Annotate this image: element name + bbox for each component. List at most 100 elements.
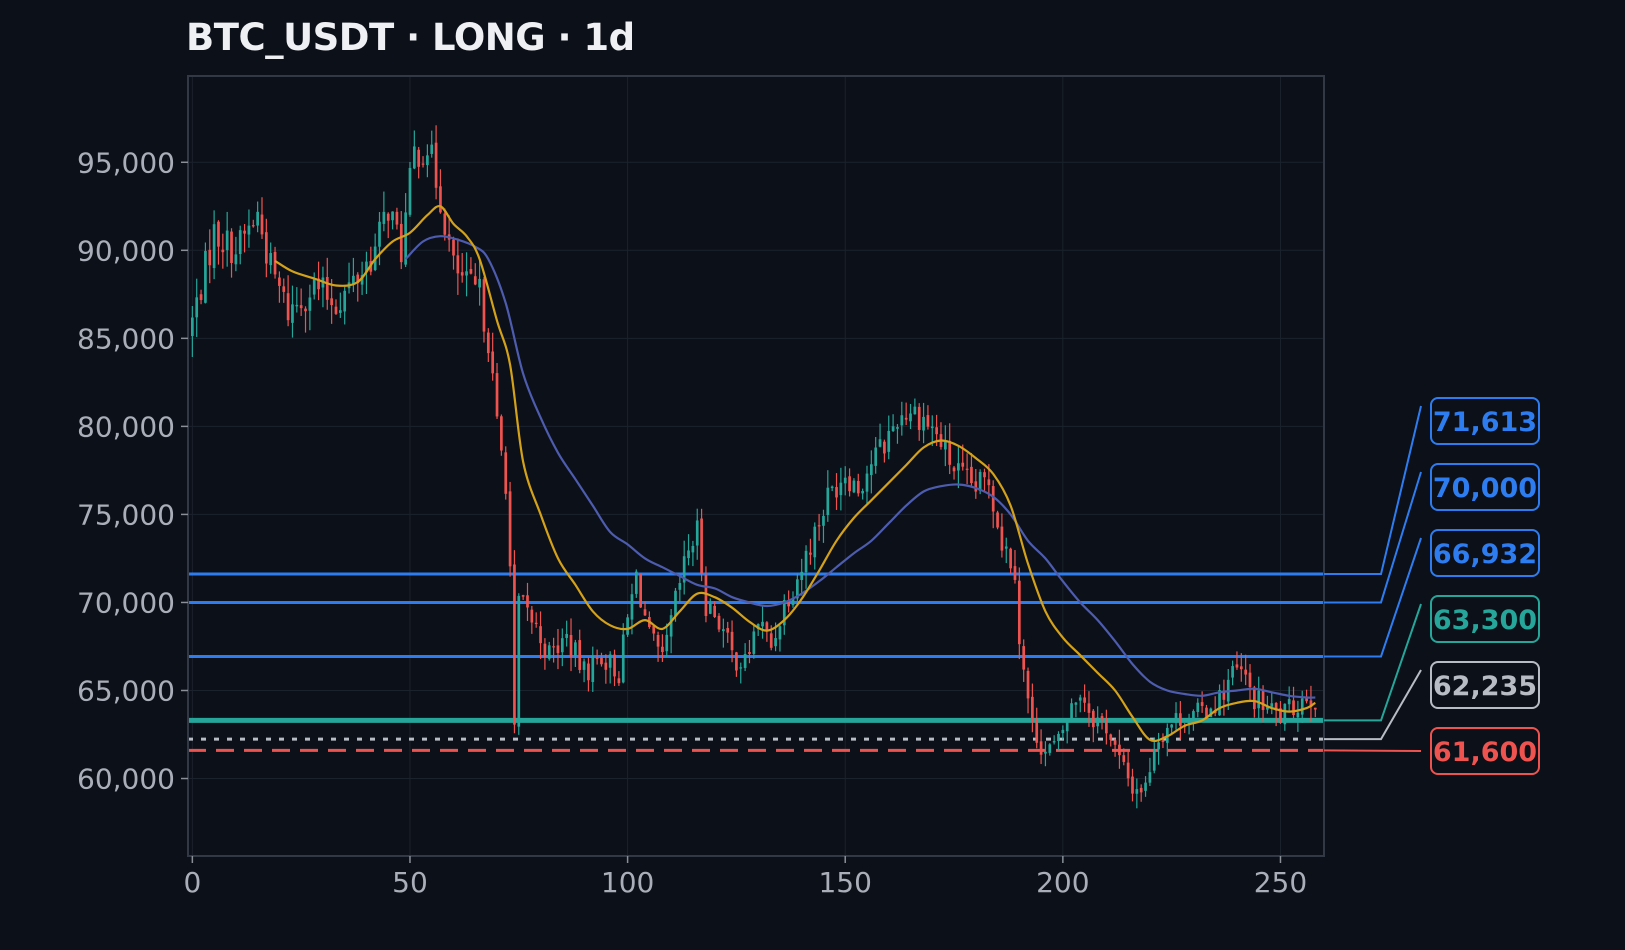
candle xyxy=(234,236,238,272)
candle xyxy=(552,637,555,663)
candle-body xyxy=(1148,772,1152,783)
candle xyxy=(251,219,255,228)
candle xyxy=(1257,676,1261,719)
candle xyxy=(974,468,978,499)
candle xyxy=(983,468,986,493)
candle xyxy=(434,125,438,200)
candle-body xyxy=(617,678,621,684)
candle-body xyxy=(1026,670,1030,699)
candle xyxy=(1004,537,1008,564)
candle-body xyxy=(748,652,751,655)
candle-body xyxy=(591,656,595,683)
candle-body xyxy=(996,512,999,528)
candle xyxy=(1070,698,1073,721)
candle xyxy=(347,262,351,294)
candle xyxy=(1039,729,1043,765)
candle xyxy=(295,287,299,313)
candle xyxy=(1044,741,1047,767)
candle xyxy=(804,545,808,589)
candle-body xyxy=(295,304,299,307)
candle xyxy=(382,191,386,232)
candle xyxy=(900,401,904,436)
candle xyxy=(883,439,886,463)
candle-body xyxy=(234,254,238,265)
candle-body xyxy=(1052,741,1056,743)
candle xyxy=(1035,707,1039,749)
candle xyxy=(521,594,525,600)
candle xyxy=(1074,701,1078,718)
candle-body xyxy=(286,293,290,321)
candle xyxy=(534,612,538,628)
candle-body xyxy=(917,406,921,430)
candle-body xyxy=(1118,744,1121,756)
plot-frame xyxy=(187,75,1325,857)
candle xyxy=(282,278,286,303)
candle-body xyxy=(1187,720,1191,726)
candle xyxy=(1052,735,1056,745)
level-connector xyxy=(1324,669,1422,741)
candle xyxy=(1065,718,1069,744)
candle-body xyxy=(439,186,442,213)
candle-body xyxy=(430,144,434,154)
candle xyxy=(212,210,216,280)
candle-body xyxy=(426,155,429,166)
candle-body xyxy=(1083,697,1086,703)
candle-body xyxy=(513,564,516,725)
candle xyxy=(1057,731,1060,751)
candle-body xyxy=(1139,787,1143,793)
candle-body xyxy=(1152,749,1156,771)
candle-body xyxy=(643,609,647,616)
candle-body xyxy=(900,415,904,426)
candle xyxy=(560,628,564,667)
candle-body xyxy=(495,373,499,417)
candle xyxy=(473,263,477,286)
candle-body xyxy=(1039,741,1043,755)
candle-body xyxy=(652,625,656,634)
level-connector xyxy=(1324,471,1422,604)
candle-body xyxy=(434,142,438,188)
candle xyxy=(917,403,921,441)
level-labels: 71,613 70,000 66,932 63,300 62,235 61,600 xyxy=(1323,397,1540,775)
candle xyxy=(1296,700,1300,732)
candle xyxy=(922,402,925,444)
candle-body xyxy=(869,464,873,475)
level-label-box xyxy=(1430,661,1540,709)
candle xyxy=(669,609,673,654)
candle xyxy=(1174,702,1178,730)
candle xyxy=(278,271,281,303)
candle-body xyxy=(726,628,730,633)
candle-body xyxy=(835,487,838,498)
candle xyxy=(338,292,342,318)
candle-body xyxy=(1292,700,1295,716)
candle xyxy=(652,625,656,641)
candle xyxy=(996,510,999,530)
candle-body xyxy=(778,626,782,640)
candle-body xyxy=(1109,734,1113,740)
candle xyxy=(304,306,307,333)
candle-body xyxy=(465,271,468,276)
candle xyxy=(204,242,207,304)
candle-body xyxy=(626,617,629,635)
candle-body xyxy=(1170,724,1174,728)
candle-body xyxy=(443,213,447,235)
candle xyxy=(926,405,930,430)
candle-body xyxy=(861,490,864,494)
candle xyxy=(556,629,560,670)
candle-body xyxy=(547,645,551,659)
candle-body xyxy=(243,230,246,234)
candle xyxy=(1118,729,1121,769)
candle xyxy=(330,279,333,324)
candle-body xyxy=(856,480,860,494)
candle-body xyxy=(656,634,660,647)
candle-body xyxy=(1057,733,1060,742)
candle xyxy=(813,522,817,570)
candle xyxy=(1048,743,1052,756)
candle-body xyxy=(883,441,886,454)
candle-body xyxy=(1279,708,1282,724)
candle-body xyxy=(569,634,573,657)
candle-body xyxy=(230,231,233,263)
candle xyxy=(600,652,603,667)
candle-body xyxy=(809,552,812,555)
candle-body xyxy=(473,276,477,285)
candle-body xyxy=(1004,546,1008,549)
